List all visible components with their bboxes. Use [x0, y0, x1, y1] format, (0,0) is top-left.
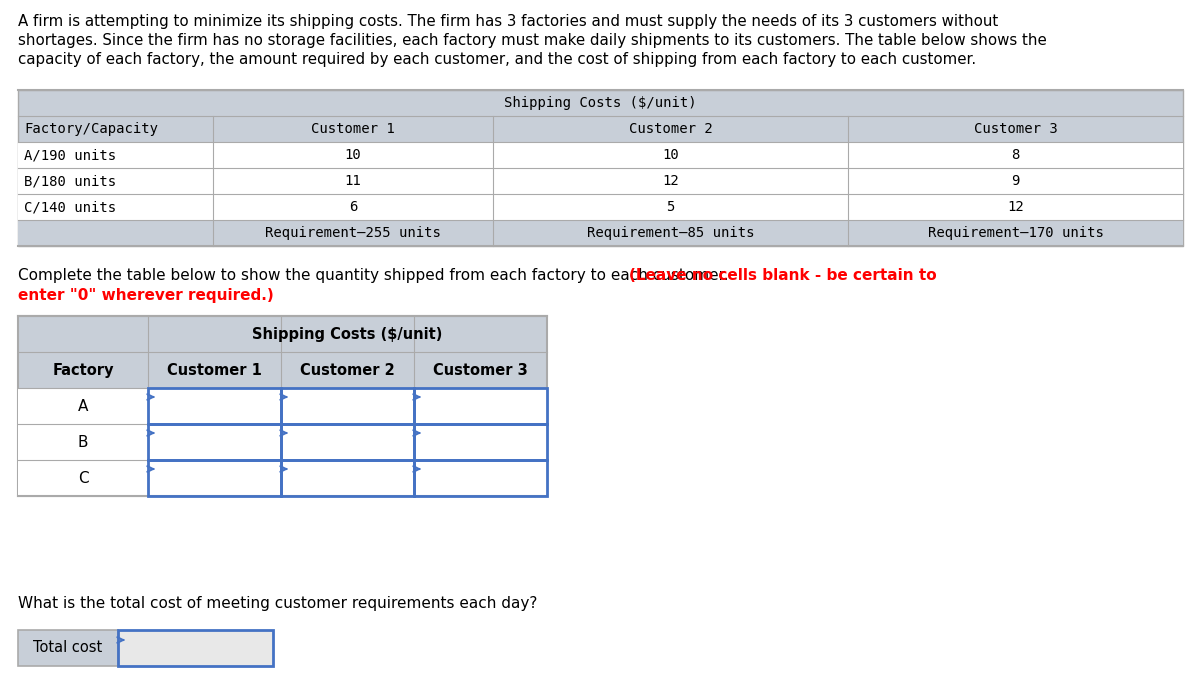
Text: B: B: [78, 434, 89, 449]
Bar: [281, 388, 414, 424]
Bar: [414, 460, 547, 496]
Text: Shipping Costs ($/unit): Shipping Costs ($/unit): [252, 327, 443, 342]
Text: Customer 2: Customer 2: [300, 362, 395, 377]
Text: Customer 1: Customer 1: [311, 122, 395, 136]
Bar: [18, 194, 1183, 220]
Text: 12: 12: [662, 174, 679, 188]
Text: 8: 8: [1012, 148, 1020, 162]
Text: A firm is attempting to minimize its shipping costs. The firm has 3 factories an: A firm is attempting to minimize its shi…: [18, 14, 998, 29]
Text: 11: 11: [344, 174, 361, 188]
Bar: [18, 168, 1183, 194]
Bar: [18, 220, 1183, 246]
Text: Requirement–85 units: Requirement–85 units: [587, 226, 755, 240]
Text: Total cost: Total cost: [34, 640, 103, 656]
Text: C/140 units: C/140 units: [24, 200, 116, 214]
Text: 5: 5: [666, 200, 674, 214]
Text: Shipping Costs ($/unit): Shipping Costs ($/unit): [504, 96, 697, 110]
Text: A: A: [78, 399, 88, 414]
Bar: [414, 388, 547, 424]
Text: Requirement–255 units: Requirement–255 units: [265, 226, 440, 240]
Text: 10: 10: [662, 148, 679, 162]
Bar: [18, 460, 547, 496]
Bar: [18, 316, 547, 496]
Text: Factory/Capacity: Factory/Capacity: [24, 122, 158, 136]
Text: B/180 units: B/180 units: [24, 174, 116, 188]
Bar: [148, 424, 281, 460]
Text: capacity of each factory, the amount required by each customer, and the cost of : capacity of each factory, the amount req…: [18, 52, 976, 67]
Bar: [281, 460, 414, 496]
Bar: [281, 424, 414, 460]
Text: Customer 1: Customer 1: [167, 362, 262, 377]
Text: Customer 3: Customer 3: [433, 362, 528, 377]
Text: 6: 6: [349, 200, 358, 214]
Text: Customer 2: Customer 2: [629, 122, 713, 136]
Bar: [18, 424, 547, 460]
Bar: [414, 424, 547, 460]
Text: 9: 9: [1012, 174, 1020, 188]
Text: shortages. Since the firm has no storage facilities, each factory must make dail: shortages. Since the firm has no storage…: [18, 33, 1046, 48]
Text: What is the total cost of meeting customer requirements each day?: What is the total cost of meeting custom…: [18, 596, 538, 611]
Bar: [148, 388, 281, 424]
Text: Requirement–170 units: Requirement–170 units: [928, 226, 1104, 240]
Bar: [118, 630, 274, 666]
Bar: [148, 460, 281, 496]
Text: 10: 10: [344, 148, 361, 162]
Bar: [18, 142, 1183, 168]
Bar: [18, 630, 118, 666]
Text: Complete the table below to show the quantity shipped from each factory to each : Complete the table below to show the qua…: [18, 268, 733, 283]
Text: Factory: Factory: [53, 362, 114, 377]
Text: 12: 12: [1007, 200, 1024, 214]
Text: enter "0" wherever required.): enter "0" wherever required.): [18, 288, 274, 303]
Bar: [18, 388, 547, 424]
Text: A/190 units: A/190 units: [24, 148, 116, 162]
Text: C: C: [78, 471, 89, 486]
Text: (Leave no cells blank - be certain to: (Leave no cells blank - be certain to: [629, 268, 937, 283]
Text: Customer 3: Customer 3: [973, 122, 1057, 136]
Bar: [18, 90, 1183, 246]
